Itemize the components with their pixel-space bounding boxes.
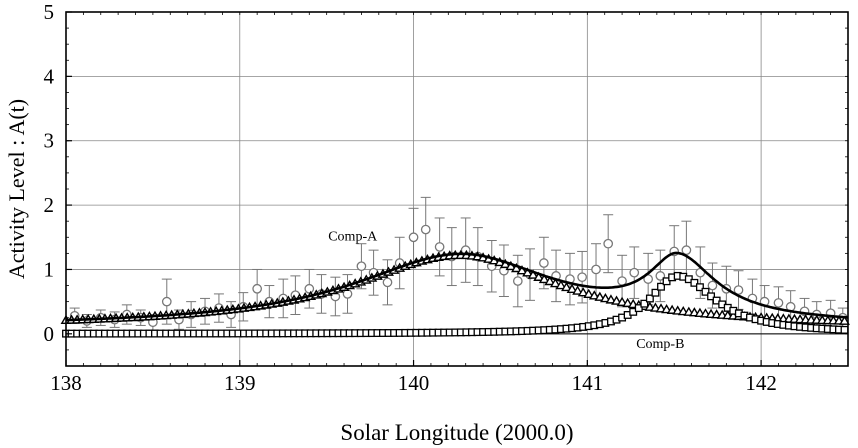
observed-point bbox=[539, 258, 549, 268]
comp-a-point bbox=[611, 295, 622, 305]
observed-point bbox=[512, 276, 523, 286]
observed-point bbox=[382, 277, 393, 288]
x-axis-label: Solar Longitude (2000.0) bbox=[340, 420, 573, 445]
comp-b-point bbox=[645, 294, 654, 303]
comp-a-point bbox=[561, 281, 572, 292]
x-tick-label: 142 bbox=[745, 371, 777, 395]
comp-b-point bbox=[640, 299, 649, 308]
comp-a-point bbox=[527, 269, 539, 279]
comp-a-point bbox=[577, 287, 589, 297]
observed-point bbox=[591, 264, 601, 275]
comp-a-point bbox=[533, 271, 545, 281]
comp-a-point bbox=[622, 297, 634, 308]
comp-b-point bbox=[695, 283, 704, 292]
comp-a-point bbox=[583, 288, 595, 298]
total-curve bbox=[65, 251, 849, 322]
y-tick-label: 1 bbox=[44, 257, 55, 281]
observed-point bbox=[629, 267, 640, 278]
comp-a-point bbox=[522, 267, 533, 277]
comp-a-point bbox=[555, 279, 567, 290]
x-tick-label: 138 bbox=[50, 371, 82, 395]
annotation-label: Comp-B bbox=[636, 337, 684, 352]
comp-a-point bbox=[605, 294, 617, 304]
y-tick-label: 5 bbox=[44, 0, 55, 24]
comp-b-point bbox=[840, 325, 849, 334]
observed-point bbox=[408, 232, 419, 243]
y-tick-label: 4 bbox=[44, 64, 55, 88]
y-tick-label: 3 bbox=[44, 129, 55, 153]
observed-point bbox=[681, 245, 692, 255]
observed-point bbox=[603, 238, 614, 249]
x-tick-labels: 138 139 140 141 142 bbox=[50, 12, 849, 395]
comp-a-point bbox=[616, 296, 628, 306]
comp-a-point bbox=[566, 283, 578, 293]
comp-a-point bbox=[538, 273, 550, 284]
observed-point bbox=[773, 298, 784, 308]
comp-a-point bbox=[544, 275, 556, 286]
observed-point bbox=[434, 242, 445, 252]
observed-point bbox=[304, 283, 315, 294]
comp-a-point bbox=[516, 265, 528, 275]
comp-b-point bbox=[701, 287, 710, 296]
comp-b-point bbox=[690, 278, 699, 287]
comp-a-point bbox=[594, 291, 606, 301]
y-tick-labels: 0 1 2 3 4 5 bbox=[44, 0, 848, 367]
observed-point bbox=[252, 283, 263, 294]
comp-b-point bbox=[651, 288, 660, 297]
comp-b-series bbox=[62, 271, 849, 338]
comp-a-point bbox=[599, 293, 611, 303]
comp-a-point bbox=[839, 315, 850, 325]
observed-point bbox=[655, 271, 666, 281]
comp-a-point bbox=[572, 285, 584, 295]
x-tick-label: 141 bbox=[572, 371, 604, 395]
y-tick-label: 0 bbox=[44, 322, 55, 346]
annotation-label: Comp-A bbox=[328, 229, 378, 244]
y-axis-label: Activity Level : A(t) bbox=[4, 99, 29, 279]
x-tick-label: 140 bbox=[398, 371, 430, 395]
comp-a-point bbox=[588, 290, 600, 300]
y-tick-label: 2 bbox=[44, 193, 55, 217]
comp-a-point bbox=[549, 277, 561, 288]
comp-b-point bbox=[707, 292, 716, 301]
comp-b-point bbox=[634, 304, 643, 313]
x-tick-label: 139 bbox=[224, 371, 256, 395]
annotations: Comp-A Comp-B bbox=[328, 229, 684, 351]
observed-point bbox=[707, 280, 718, 291]
comp-b-point bbox=[657, 282, 665, 291]
observed-point bbox=[733, 285, 744, 295]
observed-point bbox=[577, 272, 587, 283]
observed-point bbox=[356, 261, 367, 272]
total-curve-line bbox=[65, 251, 849, 322]
observed-point bbox=[420, 224, 431, 235]
observed-point bbox=[161, 296, 172, 307]
